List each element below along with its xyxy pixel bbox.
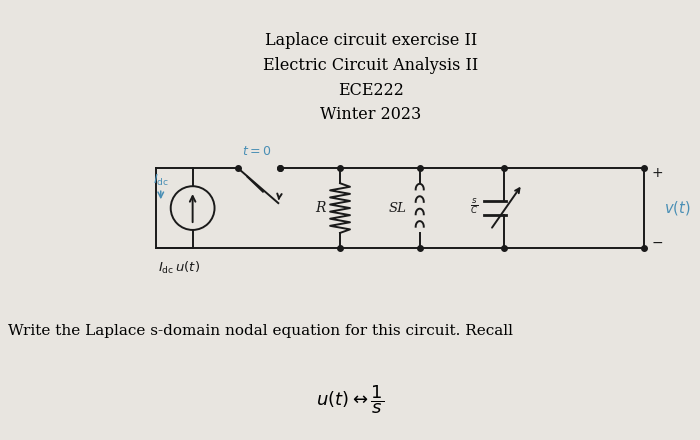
Text: +: + (652, 166, 664, 180)
Text: −: − (652, 236, 664, 250)
Text: $t = 0$: $t = 0$ (242, 145, 272, 158)
Text: R: R (315, 201, 326, 215)
Text: $I_{\mathrm{dc}}$: $I_{\mathrm{dc}}$ (153, 173, 169, 188)
Text: SL: SL (389, 202, 407, 215)
Text: $I_{\mathrm{dc}}\,u(t)$: $I_{\mathrm{dc}}\,u(t)$ (158, 260, 200, 276)
Text: $\frac{s}{C}$: $\frac{s}{C}$ (470, 196, 479, 216)
Text: Laplace circuit exercise II
Electric Circuit Analysis II
ECE222
Winter 2023: Laplace circuit exercise II Electric Cir… (263, 32, 479, 123)
Text: Write the Laplace s-domain nodal equation for this circuit. Recall: Write the Laplace s-domain nodal equatio… (8, 324, 513, 338)
Text: $v(t)$: $v(t)$ (664, 199, 690, 217)
Text: $u(t)\leftrightarrow\dfrac{1}{s}$: $u(t)\leftrightarrow\dfrac{1}{s}$ (316, 383, 384, 416)
